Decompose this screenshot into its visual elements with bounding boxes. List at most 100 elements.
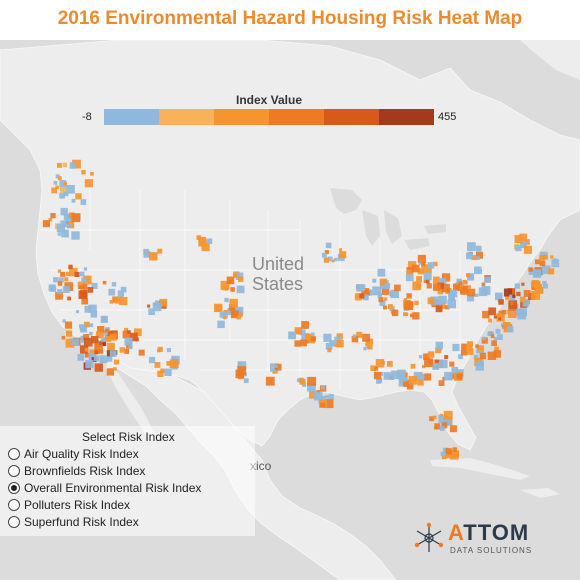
heat-cell[interactable]	[55, 185, 59, 190]
heat-cell[interactable]	[475, 362, 484, 371]
heat-cell[interactable]	[354, 293, 363, 301]
heat-cell[interactable]	[138, 349, 145, 356]
heat-cell[interactable]	[387, 304, 393, 309]
heat-cell[interactable]	[55, 292, 63, 300]
heat-cell[interactable]	[310, 336, 316, 342]
heat-cell[interactable]	[305, 340, 309, 344]
heat-cell[interactable]	[299, 378, 306, 385]
heat-cell[interactable]	[83, 267, 88, 271]
heat-cell[interactable]	[94, 343, 103, 353]
heat-cell[interactable]	[321, 385, 325, 390]
heat-cell[interactable]	[53, 277, 59, 283]
heat-cell[interactable]	[365, 340, 370, 345]
heat-cell[interactable]	[522, 300, 530, 307]
heat-cell[interactable]	[493, 336, 498, 341]
heat-cell[interactable]	[551, 259, 560, 268]
heat-cell[interactable]	[67, 296, 71, 301]
heat-cell[interactable]	[449, 450, 459, 460]
heat-cell[interactable]	[365, 343, 369, 347]
heat-cell[interactable]	[490, 334, 495, 338]
heat-cell[interactable]	[374, 366, 379, 371]
heat-cell[interactable]	[60, 271, 66, 277]
heat-cell[interactable]	[539, 255, 545, 261]
heat-cell[interactable]	[50, 213, 56, 219]
heat-cell[interactable]	[325, 342, 333, 350]
heat-cell[interactable]	[430, 296, 439, 305]
heat-cell[interactable]	[445, 305, 450, 310]
heat-cell[interactable]	[403, 381, 409, 387]
heat-cell[interactable]	[109, 333, 117, 341]
heat-cell[interactable]	[384, 283, 391, 289]
heat-cell[interactable]	[377, 268, 386, 277]
heat-cell[interactable]	[387, 361, 393, 367]
heat-cell[interactable]	[352, 334, 357, 338]
heat-cell[interactable]	[64, 191, 69, 197]
heat-cell[interactable]	[199, 238, 207, 246]
heat-cell[interactable]	[519, 296, 526, 303]
heat-cell[interactable]	[404, 298, 408, 302]
heat-cell[interactable]	[481, 282, 486, 287]
heat-cell[interactable]	[105, 328, 109, 333]
heat-cell[interactable]	[87, 287, 94, 293]
heat-cell[interactable]	[109, 350, 117, 357]
heat-cell[interactable]	[467, 242, 476, 251]
heat-cell[interactable]	[491, 340, 497, 346]
heat-cell[interactable]	[403, 312, 407, 317]
heat-cell[interactable]	[84, 305, 92, 313]
heat-cell[interactable]	[441, 283, 450, 293]
heat-cell[interactable]	[384, 297, 388, 301]
heat-cell[interactable]	[102, 280, 107, 285]
heat-cell[interactable]	[433, 283, 441, 291]
heat-cell[interactable]	[410, 313, 414, 318]
heat-cell[interactable]	[449, 361, 455, 367]
heat-cell[interactable]	[497, 334, 503, 340]
heat-cell[interactable]	[442, 447, 449, 454]
heat-cell[interactable]	[471, 254, 477, 260]
heat-cell[interactable]	[103, 330, 109, 336]
heat-cell[interactable]	[438, 414, 447, 424]
heat-cell[interactable]	[325, 242, 332, 249]
radio-air-quality[interactable]	[8, 448, 20, 460]
heat-cell[interactable]	[460, 349, 467, 356]
heat-cell[interactable]	[64, 277, 69, 282]
heat-cell[interactable]	[233, 273, 238, 278]
heat-cell[interactable]	[548, 268, 555, 275]
heat-cell[interactable]	[88, 304, 97, 313]
heat-cell[interactable]	[441, 454, 447, 460]
heat-cell[interactable]	[418, 261, 422, 265]
heat-cell[interactable]	[294, 327, 302, 335]
heat-cell[interactable]	[363, 347, 367, 351]
heat-cell[interactable]	[406, 293, 412, 299]
heat-cell[interactable]	[67, 223, 72, 228]
heat-cell[interactable]	[230, 287, 235, 292]
heat-cell[interactable]	[157, 370, 164, 377]
heat-cell[interactable]	[243, 378, 249, 383]
heat-cell[interactable]	[321, 252, 327, 258]
heat-cell[interactable]	[84, 347, 89, 352]
heat-cell[interactable]	[418, 355, 423, 359]
heat-cell[interactable]	[363, 294, 369, 301]
heat-cell[interactable]	[481, 337, 488, 344]
heat-cell[interactable]	[97, 331, 104, 339]
heat-cell[interactable]	[550, 255, 554, 259]
heat-cell[interactable]	[501, 309, 507, 315]
heat-cell[interactable]	[201, 243, 210, 252]
heat-cell[interactable]	[542, 254, 548, 260]
heat-cell[interactable]	[106, 368, 114, 376]
heat-cell[interactable]	[493, 350, 502, 358]
heat-cell[interactable]	[100, 315, 108, 323]
heat-cell[interactable]	[127, 330, 131, 334]
heat-cell[interactable]	[124, 337, 133, 346]
heat-cell[interactable]	[120, 286, 127, 293]
heat-cell[interactable]	[74, 271, 80, 277]
heat-cell[interactable]	[128, 345, 133, 350]
heat-cell[interactable]	[424, 358, 433, 367]
heat-cell[interactable]	[79, 271, 85, 277]
heat-cell[interactable]	[236, 314, 242, 320]
heat-cell[interactable]	[377, 293, 383, 298]
heat-cell[interactable]	[83, 334, 90, 340]
heat-cell[interactable]	[390, 289, 400, 299]
heat-cell[interactable]	[505, 295, 509, 300]
heat-cell[interactable]	[196, 235, 202, 240]
heat-cell[interactable]	[331, 259, 335, 263]
